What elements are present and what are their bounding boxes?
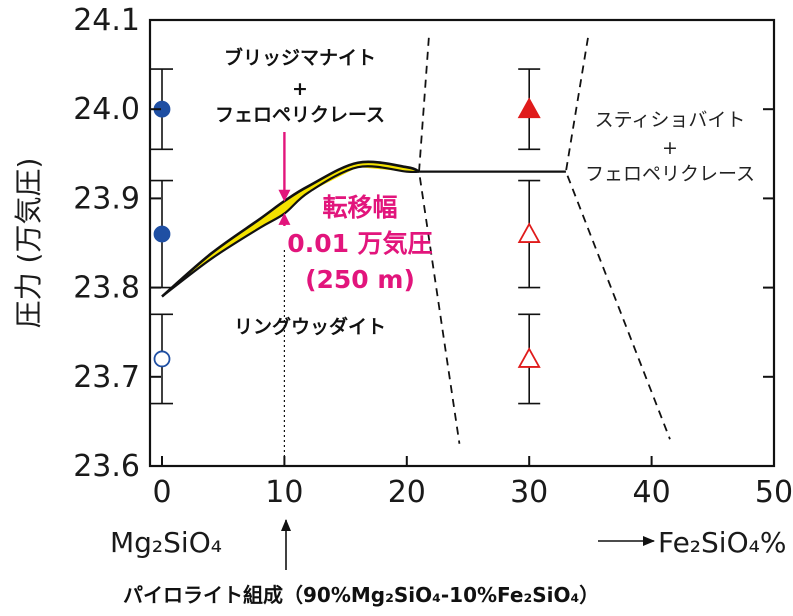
triangle-marker — [517, 222, 541, 243]
y-axis-label: 圧力 (万気圧) — [12, 158, 45, 329]
y-tick-label: 23.7 — [73, 360, 140, 395]
axes-layer: 0 10 20 30 40 50 23.6 23.7 23.8 23.9 24.0 24.1 — [73, 3, 793, 510]
bottom-label: パイロライト組成（90%Mg₂SiO₄-10%Fe₂SiO₄） — [123, 583, 599, 607]
region-label-lower-left: リングウッダイト — [234, 315, 386, 338]
data-point-6 — [517, 313, 541, 405]
x-tick-label: 40 — [633, 475, 671, 510]
triangle-marker — [517, 97, 541, 119]
region-label-upper-right-3: フェロペリクレース — [585, 163, 755, 185]
x-tick-label: 0 — [152, 475, 171, 510]
dashed-boundary-1 — [418, 37, 461, 444]
region-label-upper-right-1: スティショバイト — [595, 109, 746, 131]
region-label-upper-right-2: + — [662, 137, 678, 159]
x-start-label: Mg₂SiO₄ — [110, 526, 222, 559]
region-label-upper-left-2: + — [292, 78, 308, 100]
y-tick-label: 24.0 — [73, 92, 140, 127]
dashed-boundary-2 — [564, 37, 671, 440]
x-tick-label: 30 — [510, 475, 548, 510]
y-tick-label: 23.9 — [73, 181, 140, 216]
annotation-value: 0.01 万気圧 — [287, 229, 432, 258]
plot-frame — [148, 18, 776, 468]
phase-boundary-upper — [161, 160, 420, 298]
circle-marker — [153, 225, 171, 243]
x-end-label: Fe₂SiO₄% — [658, 526, 786, 559]
x-tick-label: 10 — [265, 475, 303, 510]
data-point-2 — [151, 179, 173, 289]
triangle-marker — [517, 347, 541, 368]
data-point-4 — [517, 68, 541, 151]
plot-layer — [151, 37, 671, 466]
y-tick-label: 24.1 — [73, 3, 140, 38]
x-tick-label: 20 — [388, 475, 426, 510]
data-point-1 — [151, 68, 173, 151]
region-label-upper-left-3: フェロペリクレース — [215, 104, 385, 126]
y-tick-label: 23.8 — [73, 271, 140, 306]
x-tick-label: 50 — [755, 475, 793, 510]
data-point-3 — [151, 313, 173, 405]
data-point-5 — [517, 179, 541, 289]
annotation-title: 転移幅 — [322, 193, 397, 222]
region-label-upper-left-1: ブリッジマナイト — [224, 46, 376, 69]
annotation-depth: (250 m) — [305, 265, 415, 294]
y-tick-label: 23.6 — [73, 449, 140, 484]
phase-boundary-lower — [161, 165, 420, 298]
circle-marker — [153, 350, 171, 368]
